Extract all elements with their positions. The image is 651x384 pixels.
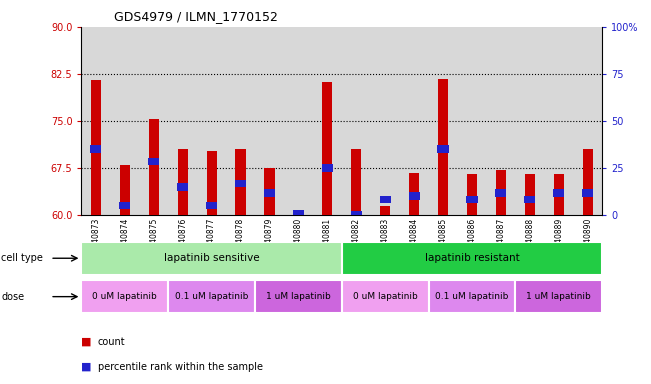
Text: lapatinib sensitive: lapatinib sensitive: [164, 253, 259, 263]
Bar: [119, 202, 130, 209]
Bar: [496, 170, 506, 215]
Bar: [81, 242, 342, 275]
Bar: [380, 195, 391, 203]
Text: GDS4979 / ILMN_1770152: GDS4979 / ILMN_1770152: [114, 10, 278, 23]
Bar: [148, 158, 159, 166]
Text: dose: dose: [1, 291, 25, 302]
Bar: [235, 180, 246, 187]
Bar: [342, 27, 370, 215]
Bar: [139, 27, 168, 215]
Text: ■: ■: [81, 337, 92, 347]
Bar: [380, 206, 390, 215]
Bar: [525, 174, 535, 215]
Bar: [197, 27, 226, 215]
Text: 1 uM lapatinib: 1 uM lapatinib: [527, 292, 591, 301]
Bar: [428, 280, 516, 313]
Bar: [206, 151, 217, 215]
Bar: [322, 164, 333, 172]
Bar: [467, 174, 477, 215]
Text: ■: ■: [81, 362, 92, 372]
Bar: [554, 174, 564, 215]
Bar: [524, 195, 535, 203]
Bar: [486, 27, 516, 215]
Bar: [294, 214, 303, 215]
Bar: [168, 27, 197, 215]
Bar: [370, 27, 400, 215]
Bar: [236, 149, 245, 215]
Bar: [90, 80, 101, 215]
Bar: [516, 280, 602, 313]
Bar: [400, 27, 428, 215]
Bar: [516, 27, 544, 215]
Bar: [110, 27, 139, 215]
Bar: [148, 119, 159, 215]
Bar: [342, 242, 602, 275]
Bar: [409, 192, 420, 200]
Bar: [583, 149, 593, 215]
Bar: [553, 189, 564, 197]
Text: 0.1 uM lapatinib: 0.1 uM lapatinib: [436, 292, 508, 301]
Bar: [466, 195, 478, 203]
Bar: [351, 211, 362, 218]
Text: lapatinib resistant: lapatinib resistant: [424, 253, 519, 263]
Text: 1 uM lapatinib: 1 uM lapatinib: [266, 292, 331, 301]
Bar: [293, 210, 304, 218]
Bar: [177, 183, 188, 190]
Bar: [178, 149, 187, 215]
Bar: [81, 27, 110, 215]
Text: 0.1 uM lapatinib: 0.1 uM lapatinib: [175, 292, 248, 301]
Bar: [206, 202, 217, 209]
Bar: [284, 27, 313, 215]
Bar: [544, 27, 574, 215]
Bar: [574, 27, 602, 215]
Text: 0 uM lapatinib: 0 uM lapatinib: [92, 292, 157, 301]
Bar: [168, 280, 255, 313]
Text: cell type: cell type: [1, 253, 43, 263]
Bar: [458, 27, 486, 215]
Bar: [428, 27, 458, 215]
Text: percentile rank within the sample: percentile rank within the sample: [98, 362, 262, 372]
Bar: [582, 189, 593, 197]
Bar: [322, 82, 333, 215]
Bar: [81, 280, 168, 313]
Bar: [120, 165, 130, 215]
Bar: [342, 280, 428, 313]
Bar: [255, 27, 284, 215]
Bar: [438, 79, 448, 215]
Bar: [226, 27, 255, 215]
Bar: [437, 146, 449, 153]
Bar: [313, 27, 342, 215]
Bar: [264, 168, 275, 215]
Text: 0 uM lapatinib: 0 uM lapatinib: [353, 292, 417, 301]
Text: count: count: [98, 337, 125, 347]
Bar: [351, 149, 361, 215]
Bar: [90, 146, 102, 153]
Bar: [495, 189, 506, 197]
Bar: [255, 280, 342, 313]
Bar: [409, 173, 419, 215]
Bar: [264, 189, 275, 197]
